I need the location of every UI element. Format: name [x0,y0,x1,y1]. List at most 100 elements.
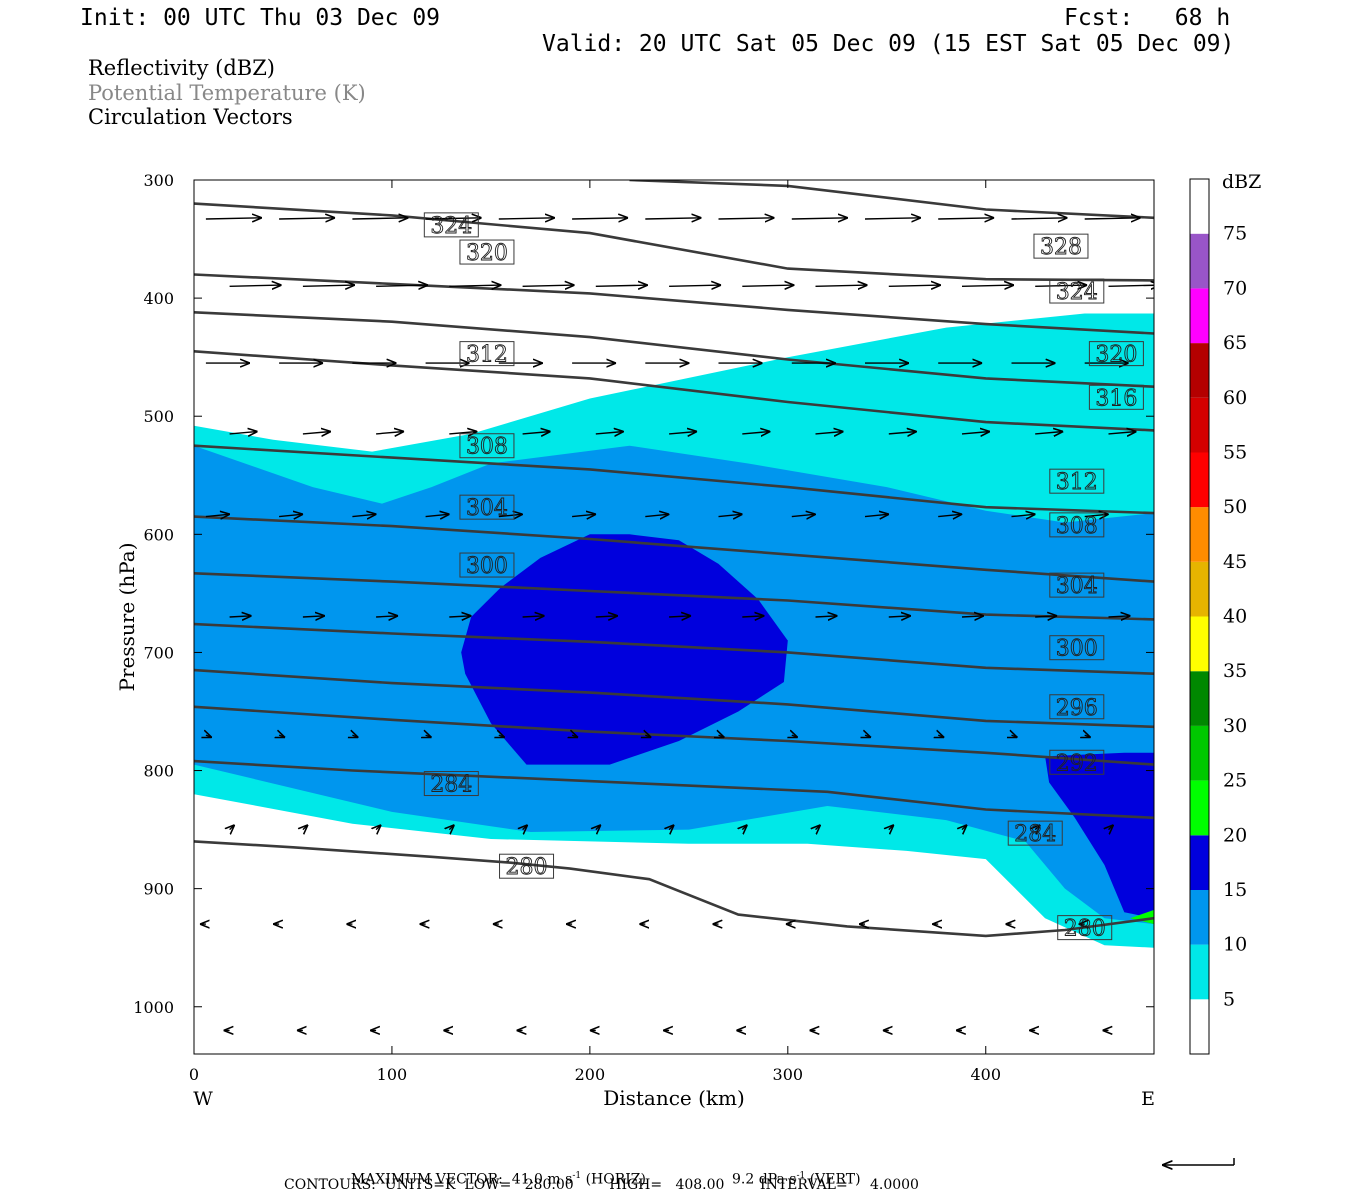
vert-tag: (VERT) [809,1171,861,1188]
colorbar-label: 20 [1223,824,1247,846]
vector-arrow [889,825,894,830]
vector-arrow [645,514,669,516]
vector-arrow [303,825,308,830]
colorbar: 5 10 15 20 25 30 35 40 45 50 55 60 65 70 75 [1189,178,1247,1055]
contour-label-box-308 [459,433,515,459]
colorbar-label: 25 [1223,770,1247,792]
vector-arrow [302,616,325,617]
colorbar-label: 45 [1223,551,1247,573]
vector-arrow [572,735,578,737]
colorbar-label: 75 [1223,223,1247,245]
contour-label-304: 304 [466,496,508,521]
colorbar-label: 70 [1223,277,1247,299]
contour-label-316: 316 [1095,386,1137,411]
theta-contour-316 [194,311,1154,388]
vector-arrow [645,218,701,219]
plot-frame [193,179,1155,1055]
x-tick-label: 100 [377,1065,408,1084]
contour-label-box-324 [423,212,479,238]
contour-label-300: 300 [1056,637,1098,662]
theta-contour-328 [629,180,1154,220]
max-vector-line: MAXIMUM VECTOR: 41.0 m s-1 (HORIZ) 9.2 dP… [342,1158,861,1187]
colorbar-label: 30 [1223,715,1247,737]
vector-arrow [498,514,523,516]
circulation-vectors [199,218,1154,1031]
colorbar-label: 35 [1223,660,1247,682]
vector-arrow [206,735,212,737]
horiz-tag: (HORIZ) [585,1171,646,1188]
theta-contour-300 [194,572,1154,621]
contour-label-296: 296 [1056,696,1098,721]
contour-label-box-300 [459,552,515,578]
vector-arrow [864,514,889,516]
vector-arrow [595,432,624,434]
theta-contour-324 [194,202,1154,282]
x-axis-title: Distance (km) [603,1086,745,1110]
colorbar-title: dBZ [1222,171,1261,193]
theta-contour-280 [194,840,1154,938]
vector-arrow [229,285,282,286]
contour-label-box-300 [1049,635,1105,661]
vector-arrow [938,218,994,219]
max-vector-label: MAXIMUM VECTOR: [350,1171,503,1188]
vector-arrow [815,616,838,617]
vector-arrow [595,616,618,617]
vector-arrow [572,514,596,516]
vector-arrow [669,285,721,286]
colorbar-bin-30 [1190,671,1209,726]
x-tick-label: 0 [189,1065,199,1084]
vector-arrow [669,825,674,830]
vector-arrow [425,218,482,219]
y-tick-label: 500 [143,407,174,426]
vector-arrow [376,616,398,617]
vector-arrow [498,218,555,219]
east-label: E [1141,1088,1155,1110]
contour-label-box-308 [1049,512,1105,538]
contour-label-328: 328 [1040,235,1082,260]
colorbar-bin-10 [1190,889,1209,945]
vector-arrow [888,285,941,286]
colorbar-label: 65 [1223,332,1247,354]
contour-labels: 280 280 284 284 292 296 300 300 304 304 308 308 312 3… [423,212,1144,942]
vector-arrow [1085,735,1091,737]
colorbar-bin-20 [1190,780,1209,836]
colorbar-label: 15 [1223,879,1247,901]
vector-arrow [888,432,917,434]
vector-arrow [718,514,743,516]
vector-arrow [792,735,798,737]
contour-label-308: 308 [466,435,508,460]
colorbar-bin-75 [1190,179,1209,234]
y-axis-title: Pressure (hPa) [115,543,139,692]
vector-arrow [961,285,1014,286]
vector-arrow [742,825,747,830]
vector-arrow [279,218,335,219]
vector-arrow [669,432,697,434]
title-reflectivity: Reflectivity (dBZ) [88,56,276,80]
x-tick-label: 400 [970,1065,1001,1084]
vector-arrow [1035,616,1057,617]
vector-arrow [449,285,501,286]
contour-label-304: 304 [1056,574,1098,599]
vector-arrow [449,616,471,617]
x-tick-label: 300 [773,1065,804,1084]
colorbar-label: 50 [1223,496,1247,518]
vector-arrow [376,432,404,434]
contour-label-280: 280 [1064,917,1106,942]
vector-arrow [1108,616,1131,617]
colorbar-label: 55 [1223,441,1247,463]
contour-label-320: 320 [1095,343,1137,368]
vector-arrow [888,616,911,617]
forecast-hour: Fcst: 68 h [1064,5,1231,31]
west-label: W [193,1088,213,1110]
contour-label-box-304 [1049,572,1105,598]
contour-label-292: 292 [1056,751,1098,776]
contour-label-300: 300 [466,554,508,579]
vector-arrow [1011,218,1068,219]
reference-vector [1162,1158,1235,1176]
vector-arrow [1012,735,1018,737]
colorbar-frame [1189,178,1210,1055]
vector-arrow [229,616,252,617]
colorbar-bin-0 [1190,999,1209,1054]
contour-label-312: 312 [1056,470,1098,495]
